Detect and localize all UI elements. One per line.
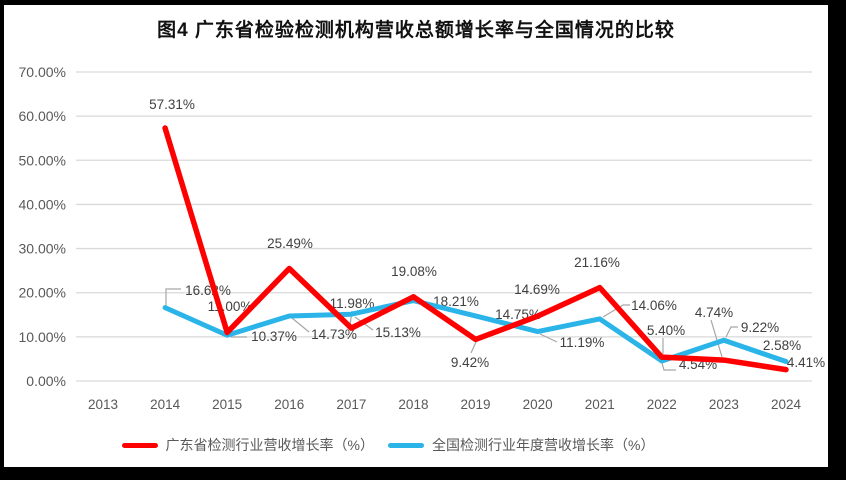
x-axis-tick-label: 2022 (647, 397, 677, 412)
chart-title: 图4 广东省检验检测机构营收总额增长率与全国情况的比较 (157, 20, 675, 41)
data-label: 4.41% (787, 355, 825, 370)
x-axis-tick-label: 2017 (336, 397, 366, 412)
data-label: 19.08% (391, 264, 437, 279)
data-label-leader-line (470, 341, 477, 354)
data-label: 5.40% (647, 323, 685, 338)
data-label: 2.58% (763, 338, 801, 353)
data-label: 14.69% (514, 282, 560, 297)
x-axis-tick-label: 2016 (274, 397, 304, 412)
x-axis-tick-label: 2024 (771, 397, 802, 412)
data-label-leader-line (602, 304, 630, 318)
x-axis-tick-label: 2021 (585, 397, 615, 412)
legend-label-national: 全国检测行业年度营收增长率（%） (432, 437, 655, 453)
chart-legend: 广东省检测行业营收增长率（%） 全国检测行业年度营收增长率（%） (0, 435, 828, 455)
y-axis-tick-label: 0.00% (26, 373, 66, 389)
data-label-leader-line (661, 362, 676, 371)
data-label-leader-line (291, 317, 310, 333)
x-axis-tick-label: 2015 (212, 397, 242, 412)
x-axis-tick-label: 2023 (709, 397, 739, 412)
data-label: 18.21% (433, 294, 479, 309)
data-label: 4.74% (695, 305, 733, 320)
line-chart-svg: 0.00% 10.00% 20.00% 30.00% 40.00% 50.00% 60.00… (19, 64, 826, 412)
legend-label-guangdong: 广东省检测行业营收增长率（%） (165, 437, 374, 453)
data-label-leader-line (165, 288, 181, 306)
legend-item-national: 全国检测行业年度营收增长率（%） (388, 435, 654, 455)
x-axis-tick-label: 2014 (150, 397, 181, 412)
x-axis-tick-label: 2013 (88, 397, 118, 412)
data-label-leader-line (710, 319, 723, 358)
data-label-leader-line (725, 326, 738, 338)
chart-canvas: 图4 广东省检验检测机构营收总额增长率与全国情况的比较 0.00% 10.00% 2… (4, 5, 828, 467)
data-label: 11.19% (560, 335, 605, 350)
data-label: 14.73% (311, 327, 357, 342)
legend-swatch-blue-line (388, 442, 424, 448)
y-axis-tick-label: 30.00% (19, 241, 66, 257)
series-line-national (162, 298, 789, 365)
data-label-leader-line (539, 333, 558, 343)
data-label: 25.49% (267, 236, 313, 251)
series-line-guangdong (162, 125, 789, 373)
legend-swatch-red-line (121, 442, 158, 448)
data-label: 15.13% (375, 325, 421, 340)
data-label: 21.16% (574, 255, 620, 270)
x-axis-tick-label: 2019 (461, 397, 491, 412)
y-axis-tick-label: 20.00% (19, 285, 66, 301)
x-axis-tick-label: 2020 (523, 397, 553, 412)
y-axis-tick-label: 50.00% (19, 152, 66, 168)
y-axis-tick-label: 40.00% (19, 196, 66, 212)
data-label: 9.42% (451, 355, 489, 370)
data-label: 10.37% (251, 329, 297, 344)
legend-item-guangdong: 广东省检测行业营收增长率（%） (121, 435, 374, 455)
data-label: 16.62% (185, 283, 231, 298)
data-label: 11.98% (330, 296, 375, 311)
y-axis-tick-label: 70.00% (19, 64, 66, 80)
x-axis-tick-label: 2018 (398, 397, 428, 412)
data-label: 9.22% (741, 320, 779, 335)
data-label: 14.06% (631, 298, 677, 313)
y-axis-tick-label: 60.00% (19, 108, 66, 124)
data-label: 57.31% (149, 97, 195, 112)
y-axis-tick-label: 10.00% (19, 329, 66, 345)
